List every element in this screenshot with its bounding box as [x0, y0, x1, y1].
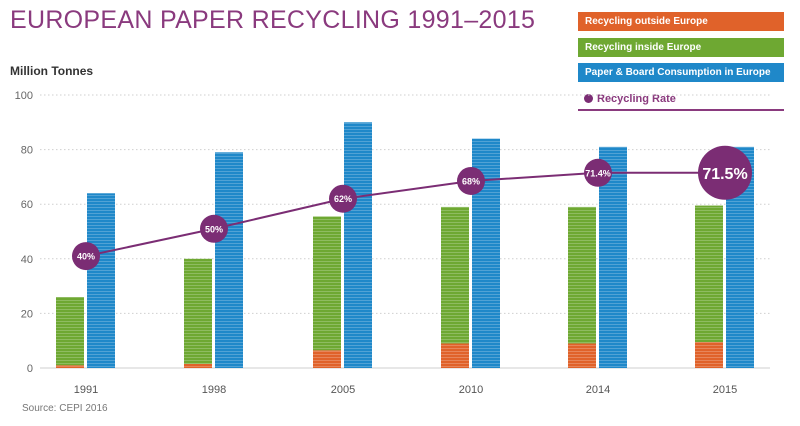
x-tick-label: 1991 [74, 384, 98, 396]
rate-point [329, 184, 357, 213]
rate-point [584, 158, 612, 187]
rate-data-label: 71.4% [585, 168, 611, 178]
legend-item-outside: Recycling outside Europe [578, 12, 784, 31]
rate-line [85, 171, 725, 258]
bar-texture [695, 205, 723, 368]
rate-data-label: 62% [334, 194, 352, 204]
legend-rate-dot [584, 94, 593, 103]
y-tick-label: 40 [21, 254, 33, 266]
x-tick-label: 2015 [713, 384, 737, 396]
bar-texture [215, 152, 243, 368]
rate-point [200, 214, 228, 243]
y-tick-label: 20 [21, 308, 33, 320]
bar-texture [313, 216, 341, 368]
source-note: Source: CEPI 2016 [22, 403, 108, 414]
rate-data-label: 71.5% [702, 166, 747, 183]
rate-point [698, 145, 752, 200]
legend-rate-label: Recycling Rate [597, 93, 676, 105]
y-tick-label: 80 [21, 145, 33, 157]
legend-item-inside: Recycling inside Europe [578, 38, 784, 57]
x-tick-label: 2014 [586, 384, 610, 396]
y-tick-label: 100 [15, 90, 33, 102]
y-axis-label: Million Tonnes [10, 64, 94, 78]
bar-texture [344, 122, 372, 368]
x-tick-label: 1998 [202, 384, 226, 396]
bar-texture [441, 206, 469, 368]
rate-data-label: 40% [77, 252, 95, 262]
rate-point [72, 242, 100, 271]
bar-texture [184, 258, 212, 368]
y-tick-label: 0 [27, 363, 33, 375]
x-tick-label: 2010 [459, 384, 483, 396]
rate-point [457, 166, 485, 195]
bar-texture [87, 193, 115, 368]
legend-item-consumption: Paper & Board Consumption in Europe [578, 63, 784, 82]
chart-title: EUROPEAN PAPER RECYCLING 1991–2015 [10, 6, 536, 34]
bar-texture [56, 297, 84, 368]
x-tick-label: 2005 [331, 384, 355, 396]
legend-item-rate: Recycling Rate [578, 89, 784, 111]
rate-data-label: 50% [205, 224, 223, 234]
y-tick-label: 60 [21, 199, 33, 211]
bar-texture [568, 206, 596, 368]
rate-data-label: 68% [462, 176, 480, 186]
